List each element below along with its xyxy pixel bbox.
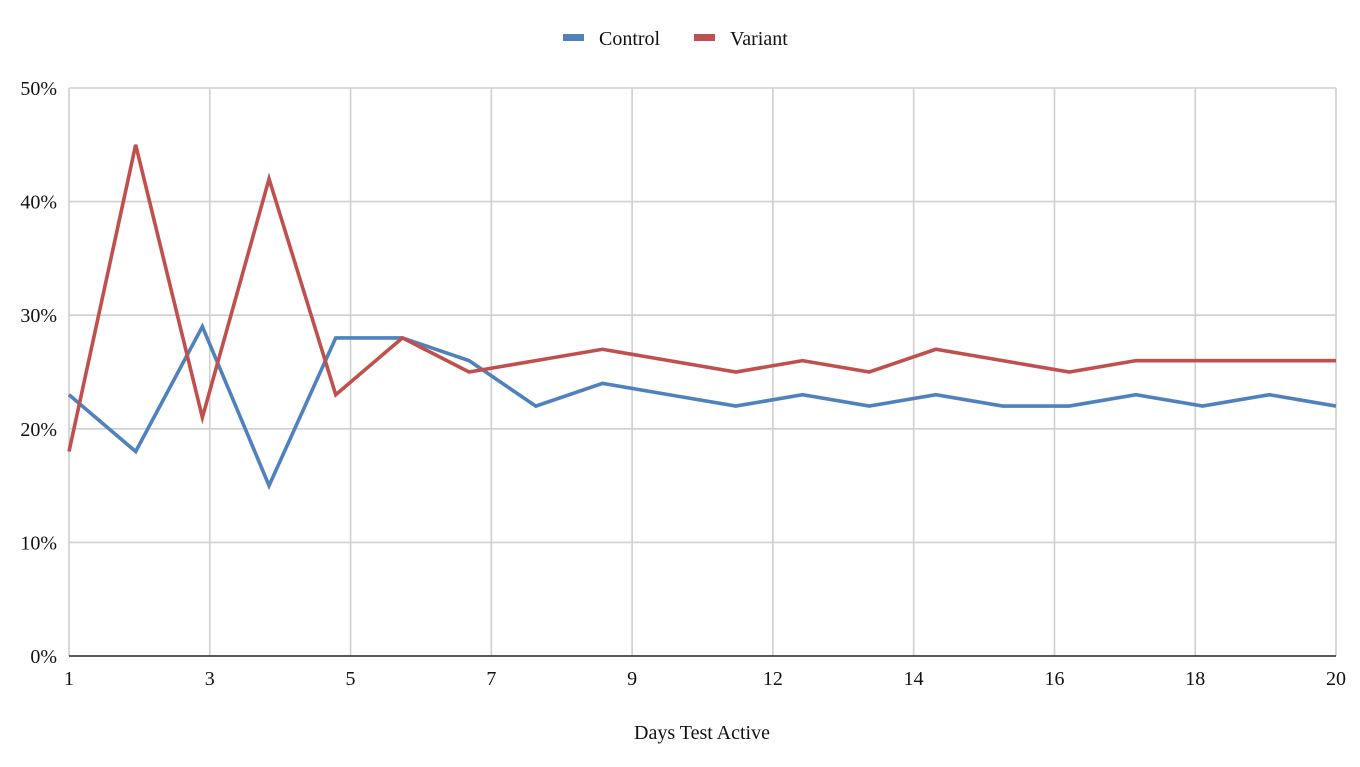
- y-tick-label: 10%: [20, 532, 57, 554]
- y-tick-label: 20%: [20, 419, 57, 441]
- x-tick-label: 1: [64, 668, 74, 690]
- y-tick-label: 40%: [20, 192, 57, 214]
- x-tick-label: 3: [205, 668, 215, 690]
- legend-swatch: [694, 34, 715, 41]
- x-tick-label: 18: [1185, 668, 1205, 690]
- x-tick-label: 7: [486, 668, 496, 690]
- gridlines: [68, 87, 1337, 656]
- legend-item-variant: Variant: [694, 28, 788, 50]
- x-tick-label: 12: [763, 668, 783, 690]
- legend-label: Variant: [730, 28, 788, 50]
- legend-label: Control: [599, 28, 661, 50]
- x-tick-label: 14: [904, 668, 924, 690]
- x-tick-label: 20: [1326, 668, 1346, 690]
- legend-swatch: [563, 34, 584, 41]
- x-tick-label: 16: [1044, 668, 1064, 690]
- series-lines: [67, 144, 1337, 491]
- y-tick-label: 30%: [20, 305, 57, 327]
- x-tick-label: 9: [627, 668, 637, 690]
- series-line-control: [67, 322, 1337, 491]
- axes: 0% 10% 20% 30% 40% 50% 1 3 5 7 9 12 14 16 18 20: [20, 78, 1346, 690]
- series-line-variant: [67, 144, 1336, 452]
- legend: Control Variant: [563, 28, 788, 50]
- x-axis-title: Days Test Active: [634, 722, 770, 744]
- y-tick-label: 0%: [30, 646, 57, 668]
- legend-item-control: Control: [563, 28, 661, 50]
- x-tick-label: 5: [346, 668, 356, 690]
- y-tick-label: 50%: [20, 78, 57, 100]
